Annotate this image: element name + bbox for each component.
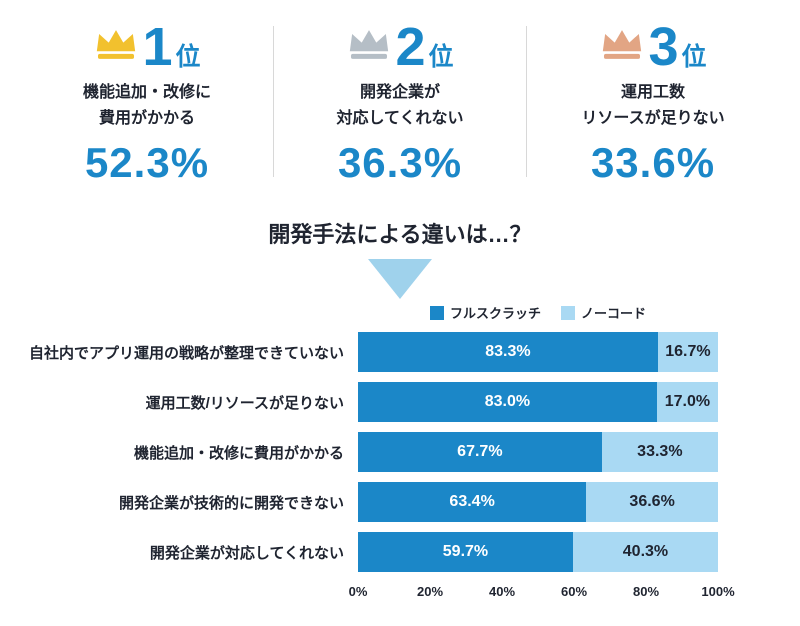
bar-category-label: 運用工数/リソースが足りない: [145, 394, 344, 412]
crown-bronze-icon: [599, 29, 645, 61]
rank-number: 3: [648, 17, 679, 77]
x-tick-label: 40%: [488, 584, 516, 600]
x-axis: 0% 20% 40% 60% 80% 100%: [10, 584, 735, 602]
ranking-2: 2 位 開発企業が 対応してくれない 36.3%: [282, 16, 518, 187]
legend-item-nocode: ノーコード: [561, 303, 646, 322]
bar-segment-nocode: 40.3%: [572, 532, 718, 573]
bar-category-label: 開発企業が対応してくれない: [149, 544, 344, 562]
bar-row: 運用工数/リソースが足りない 83.0% 17.0%: [10, 382, 718, 423]
rank-suffix: 位: [175, 43, 201, 71]
rank-description: 開発企業が 対応してくれない: [336, 84, 464, 127]
bar-row: 開発企業が技術的に開発できない 63.4% 36.6%: [10, 482, 718, 523]
bar-row: 開発企業が対応してくれない 59.7% 40.3%: [10, 532, 718, 573]
rank-number: 2: [395, 17, 426, 77]
x-tick-label: 100%: [701, 584, 735, 600]
rank-percentage: 33.6%: [590, 139, 716, 187]
bar-track: 83.0% 17.0%: [358, 382, 718, 423]
bar-segment-nocode: 17.0%: [656, 382, 718, 423]
crown-gold-icon: [93, 29, 139, 61]
legend-swatch-nocode: [561, 305, 575, 320]
ranking-3-header: 3 位: [535, 16, 771, 78]
stacked-bar-chart: フルスクラッチ ノーコード 自社内でアプリ運用の戦略が整理できていない 83.3…: [0, 303, 800, 602]
legend: フルスクラッチ ノーコード: [10, 303, 718, 322]
legend-swatch-fullscratch: [429, 305, 444, 320]
bar-segment-fullscratch: 83.3%: [358, 332, 658, 373]
x-tick-label: 60%: [560, 584, 588, 600]
divider: [526, 26, 527, 178]
rank-description: 運用工数 リソースが足りない: [581, 84, 725, 127]
crown-silver-icon: [346, 29, 392, 61]
rank-percentage: 36.3%: [337, 139, 463, 187]
rank-percentage: 52.3%: [84, 139, 210, 187]
rank-number: 1: [142, 17, 173, 77]
bar-segment-nocode: 16.7%: [657, 332, 718, 373]
bar-row: 機能追加・改修に費用がかかる 67.7% 33.3%: [10, 432, 718, 473]
axis-spacer: [10, 584, 358, 602]
bar-segment-nocode: 33.3%: [601, 432, 718, 473]
bar-track: 59.7% 40.3%: [358, 532, 718, 573]
ranking-3: 3 位 運用工数 リソースが足りない 33.6%: [535, 16, 771, 187]
divider: [273, 26, 274, 178]
rank-suffix: 位: [681, 43, 707, 71]
bar-category-label: 機能追加・改修に費用がかかる: [133, 444, 344, 462]
rank-description: 機能追加・改修に 費用がかかる: [82, 84, 211, 127]
bar-category-label: 自社内でアプリ運用の戦略が整理できていない: [28, 344, 344, 362]
bar-segment-fullscratch: 63.4%: [358, 482, 587, 523]
legend-spacer: [10, 303, 358, 322]
x-tick-label: 20%: [416, 584, 444, 600]
bar-row: 自社内でアプリ運用の戦略が整理できていない 83.3% 16.7%: [10, 332, 718, 373]
ranking-section: 1 位 機能追加・改修に 費用がかかる 52.3% 2 位 開発企業が 対応して…: [0, 16, 800, 187]
bar-segment-nocode: 36.6%: [586, 482, 718, 523]
x-tick-label: 80%: [632, 584, 660, 600]
ranking-1: 1 位 機能追加・改修に 費用がかかる 52.3%: [29, 16, 265, 187]
legend-label: ノーコード: [581, 306, 647, 322]
x-tick-label: 0%: [348, 584, 368, 600]
bar-track: 83.3% 16.7%: [358, 332, 718, 373]
bar-segment-fullscratch: 59.7%: [358, 532, 573, 573]
bar-track: 63.4% 36.6%: [358, 482, 718, 523]
bar-category-label: 開発企業が技術的に開発できない: [118, 494, 344, 512]
rank-suffix: 位: [428, 43, 454, 71]
bar-track: 67.7% 33.3%: [358, 432, 718, 473]
question-heading: 開発手法による違いは…？: [268, 222, 532, 248]
bar-segment-fullscratch: 83.0%: [358, 382, 657, 423]
legend-label: フルスクラッチ: [449, 306, 541, 322]
ranking-1-header: 1 位: [29, 16, 265, 78]
ranking-2-header: 2 位: [282, 16, 518, 78]
arrow-down-icon: [368, 259, 432, 300]
bar-segment-fullscratch: 67.7%: [358, 432, 602, 473]
legend-item-fullscratch: フルスクラッチ: [429, 303, 541, 322]
